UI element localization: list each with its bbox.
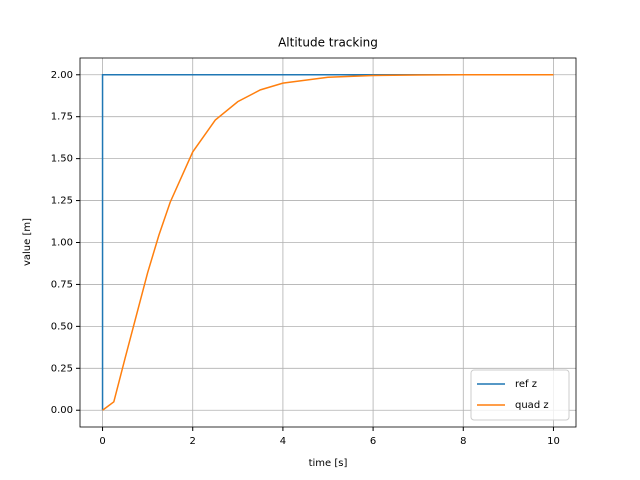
- chart-title: Altitude tracking: [278, 36, 378, 50]
- x-tick-label: 2: [190, 436, 196, 447]
- legend-box: [470, 369, 570, 421]
- series-line: [102, 74, 554, 411]
- y-tick-label: 0.00: [51, 405, 73, 416]
- x-tick-label: 6: [370, 436, 376, 447]
- plot-frame: [79, 57, 577, 428]
- x-tick-label: 4: [280, 436, 286, 447]
- x-axis-label: time [s]: [309, 458, 348, 469]
- y-tick-label: 1.50: [51, 154, 73, 165]
- x-tick-label: 0: [99, 436, 105, 447]
- y-tick-label: 0.75: [51, 279, 73, 290]
- y-tick-label: 1.25: [51, 196, 73, 207]
- legend-label: quad z: [515, 400, 549, 411]
- y-tick-label: 0.25: [51, 363, 73, 374]
- y-tick-label: 1.00: [51, 238, 73, 249]
- x-tick-label: 8: [460, 436, 466, 447]
- x-tick-label: 10: [547, 436, 560, 447]
- legend-label: ref z: [515, 379, 537, 390]
- y-tick-label: 2.00: [51, 70, 73, 81]
- y-tick-label: 0.50: [51, 321, 73, 332]
- y-tick-label: 1.75: [51, 112, 73, 123]
- y-axis-label: value [m]: [22, 218, 33, 266]
